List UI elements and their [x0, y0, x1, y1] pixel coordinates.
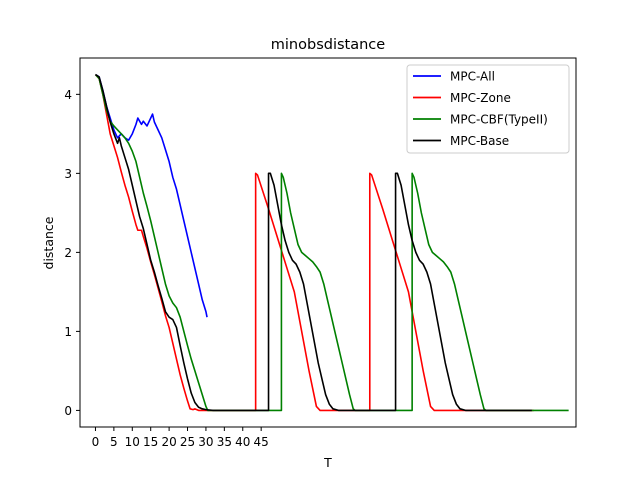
x-tick-label: 35 [217, 435, 232, 449]
legend-box [406, 64, 570, 154]
legend-label: MPC-All [450, 70, 495, 84]
series-line-mpc-cbf-typeii [94, 74, 569, 412]
plot-frame [79, 57, 577, 428]
x-axis-label: T [323, 455, 332, 470]
x-tick-label: 15 [143, 435, 158, 449]
series-line-mpc-zone [94, 74, 534, 412]
series-lines [94, 73, 569, 412]
x-tick-label: 10 [125, 435, 140, 449]
y-axis-label: distance [41, 216, 56, 269]
x-tick-label: 0 [92, 435, 100, 449]
x-tick-label: 25 [180, 435, 195, 449]
y-tick-label: 1 [64, 325, 72, 339]
series-line-mpc-base [95, 73, 532, 412]
x-tick-label: 20 [161, 435, 176, 449]
y-tick-label: 4 [64, 88, 72, 102]
y-tick-label: 0 [64, 404, 72, 418]
x-tick-label: 30 [198, 435, 213, 449]
x-tick-label: 40 [235, 435, 250, 449]
x-tick-label: 5 [110, 435, 118, 449]
legend-label: MPC-Zone [450, 91, 511, 105]
series-line-mpc-all [95, 73, 208, 318]
chart-title: minobsdistance [271, 37, 385, 53]
x-tick-label: 45 [254, 435, 269, 449]
legend-label: MPC-Base [450, 134, 509, 148]
y-tick-label: 2 [64, 246, 72, 260]
legend: MPC-All MPC-Zone MPC-CBF(TypeII) MPC-Base [406, 64, 570, 154]
legend-label: MPC-CBF(TypeII) [450, 113, 548, 127]
y-tick-label: 3 [64, 167, 72, 181]
